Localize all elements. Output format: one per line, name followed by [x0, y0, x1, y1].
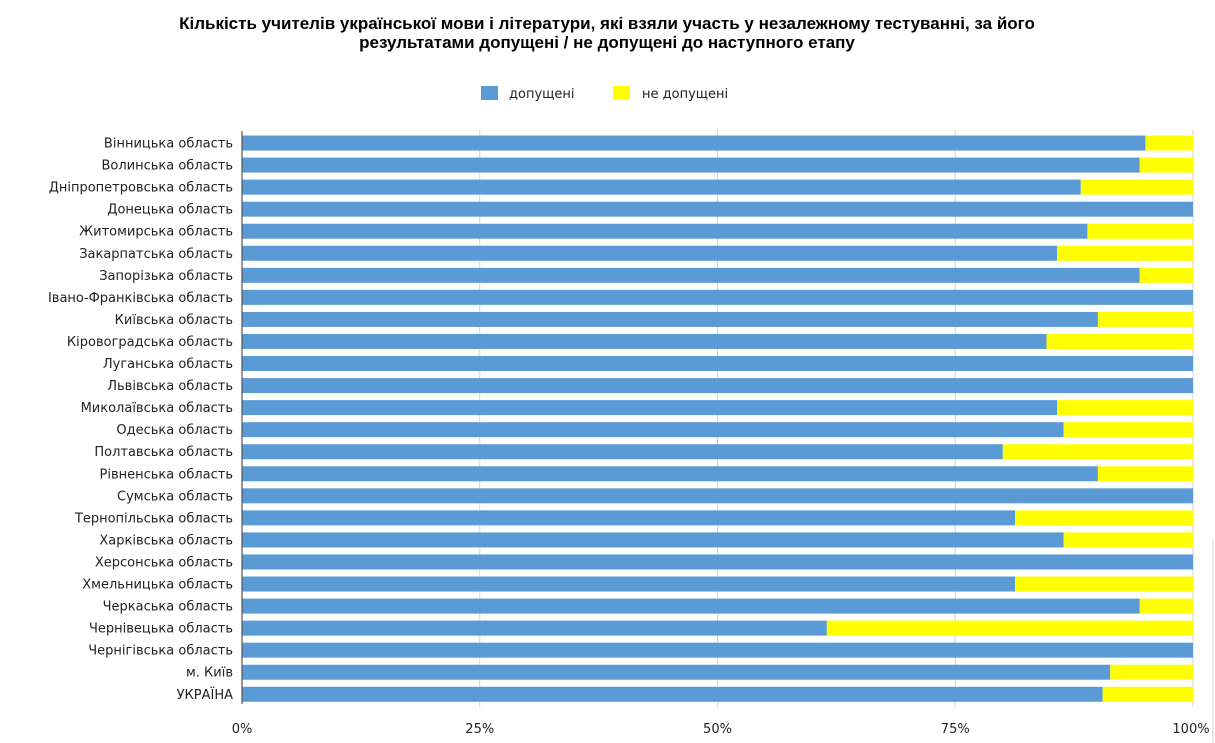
category-label: Херсонська область	[95, 555, 233, 570]
category-label: Львівська область	[107, 379, 233, 394]
bar-not-admitted	[1015, 510, 1193, 526]
bar-admitted	[242, 245, 1058, 261]
chart-title-line-2: результатами допущені / не допущені до н…	[359, 33, 855, 52]
category-label: Вінницька область	[104, 137, 233, 152]
category-label: Черкаська область	[103, 600, 233, 615]
bar-not-admitted	[826, 620, 1193, 636]
bar-admitted	[242, 223, 1088, 239]
bar-not-admitted	[1139, 598, 1193, 614]
bar-admitted	[242, 311, 1098, 327]
category-labels: Вінницька область Волинська область Дніпро…	[48, 137, 233, 703]
bar-admitted	[242, 532, 1064, 548]
bar-admitted	[242, 444, 1003, 460]
chart-title-line-1: Кількість учителів української мови і лі…	[179, 14, 1035, 33]
category-label: Дніпропетровська область	[49, 181, 233, 196]
bar-admitted	[242, 554, 1193, 570]
bar-admitted	[242, 620, 827, 636]
category-label: Харківська область	[99, 533, 233, 548]
category-label: Кіровоградська область	[67, 335, 233, 350]
bar-admitted	[242, 135, 1146, 151]
bar-admitted	[242, 466, 1098, 482]
bar-not-admitted	[1097, 311, 1193, 327]
bar-admitted	[242, 598, 1140, 614]
bar-admitted	[242, 267, 1140, 283]
category-label: УКРАЇНА	[177, 687, 233, 703]
x-axis-ticks: 0% 25% 50% 75% 100%	[232, 722, 1210, 737]
bar-admitted	[242, 664, 1111, 680]
category-label: Донецька область	[107, 203, 233, 218]
category-label: Полтавська область	[94, 445, 233, 460]
bar-not-admitted	[1102, 686, 1193, 702]
bar-admitted	[242, 400, 1058, 416]
category-label: Чернігівська область	[88, 644, 233, 659]
bar-not-admitted	[1139, 157, 1193, 173]
category-label: Чернівецька область	[89, 622, 233, 637]
bar-admitted	[242, 289, 1193, 305]
bar-admitted	[242, 686, 1103, 702]
bar-not-admitted	[1063, 532, 1193, 548]
x-tick-label: 25%	[465, 722, 494, 737]
category-label: Житомирська область	[79, 225, 233, 240]
bars	[242, 135, 1193, 702]
bar-not-admitted	[1002, 444, 1193, 460]
x-tick-label: 100%	[1172, 722, 1209, 737]
category-label: Запорізька область	[99, 269, 233, 284]
x-tick-label: 50%	[703, 722, 732, 737]
legend-label-admitted: допущені	[509, 87, 575, 102]
category-label: Івано-Франківська область	[48, 291, 233, 306]
category-label: Закарпатська область	[79, 247, 233, 262]
bar-admitted	[242, 422, 1064, 438]
category-label: Волинська область	[101, 159, 233, 174]
bar-admitted	[242, 356, 1193, 372]
category-label: Рівненська область	[100, 467, 234, 482]
bar-not-admitted	[1057, 245, 1193, 261]
category-label: Сумська область	[117, 489, 233, 504]
bar-admitted	[242, 201, 1193, 217]
legend-swatch-admitted	[481, 86, 498, 100]
bar-admitted	[242, 642, 1193, 658]
bar-not-admitted	[1145, 135, 1193, 151]
x-tick-label: 0%	[232, 722, 253, 737]
bar-not-admitted	[1046, 333, 1193, 349]
bar-admitted	[242, 157, 1140, 173]
bar-admitted	[242, 576, 1016, 592]
category-label: Луганська область	[103, 357, 233, 372]
category-label: Хмельницька область	[82, 578, 233, 593]
bar-admitted	[242, 179, 1081, 195]
bar-not-admitted	[1139, 267, 1193, 283]
chart-title: Кількість учителів української мови і лі…	[179, 14, 1035, 52]
bar-not-admitted	[1097, 466, 1193, 482]
category-label: Тернопільська область	[74, 511, 233, 526]
category-label: Київська область	[115, 313, 233, 328]
bar-admitted	[242, 333, 1047, 349]
x-tick-label: 75%	[941, 722, 970, 737]
bar-not-admitted	[1063, 422, 1193, 438]
category-label: м. Київ	[186, 666, 233, 681]
legend-swatch-not-admitted	[613, 86, 630, 100]
bar-admitted	[242, 510, 1016, 526]
bar-not-admitted	[1087, 223, 1193, 239]
bar-admitted	[242, 378, 1193, 394]
bar-not-admitted	[1057, 400, 1193, 416]
legend: допущені не допущені	[481, 86, 728, 102]
legend-label-not-admitted: не допущені	[642, 87, 728, 102]
bar-not-admitted	[1015, 576, 1193, 592]
bar-not-admitted	[1110, 664, 1193, 680]
bar-admitted	[242, 488, 1193, 504]
category-label: Миколаївська область	[81, 401, 233, 416]
bar-not-admitted	[1080, 179, 1193, 195]
category-label: Одеська область	[116, 423, 233, 438]
